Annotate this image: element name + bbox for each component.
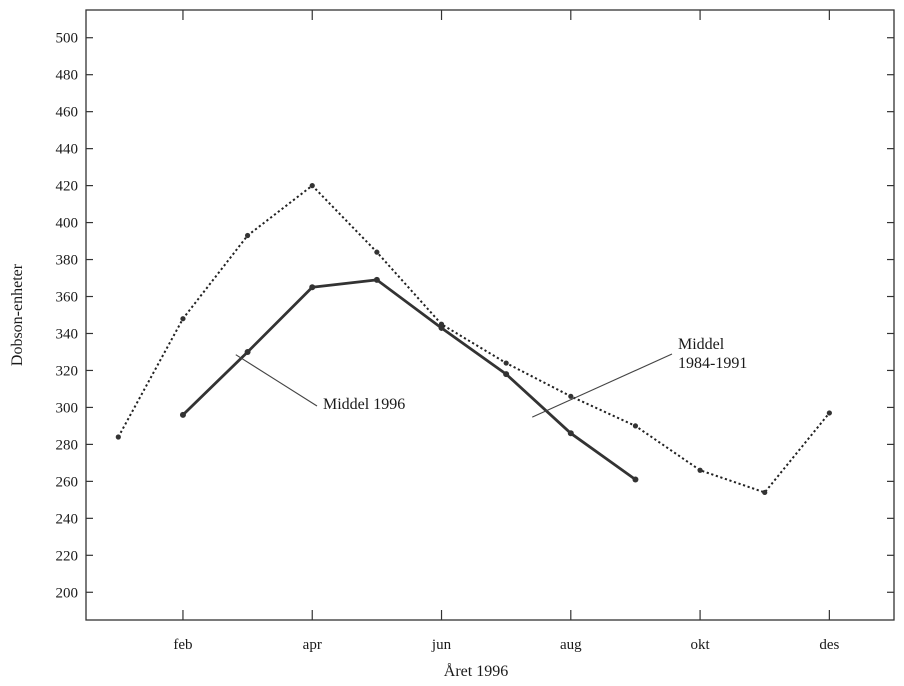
data-point: [632, 423, 639, 429]
annotation-line: 1984-1991: [678, 355, 747, 372]
x-tick-label: feb: [173, 637, 192, 653]
data-point: [180, 316, 186, 322]
x-tick-label: aug: [560, 637, 582, 653]
data-point: [115, 434, 121, 440]
y-tick-label: 440: [56, 142, 79, 158]
data-point: [179, 411, 186, 418]
series-label-1996: Middel 1996: [323, 396, 405, 413]
y-tick-label: 360: [56, 290, 79, 306]
y-tick-label: 240: [56, 511, 79, 527]
y-tick-label: 260: [56, 474, 79, 490]
y-axis-title: Dobson-enheter: [9, 263, 26, 366]
y-axis: 200 220 240 260 280 300 320 340 360 380 400 420 440 4…: [56, 31, 894, 601]
x-tick-label: okt: [690, 637, 710, 653]
series-line: [117, 184, 831, 494]
series-label-1984-1991: Middel 1984-1991: [678, 336, 747, 372]
y-tick-label: 380: [56, 253, 79, 269]
series-layer: [115, 183, 832, 496]
data-point: [762, 489, 768, 496]
data-point: [567, 430, 574, 437]
y-tick-label: 480: [56, 68, 79, 84]
x-tick-label: des: [819, 637, 839, 653]
data-point: [244, 348, 251, 355]
annotation-layer: Middel 1996 Middel 1984-1991: [235, 336, 747, 418]
x-tick-label: apr: [303, 637, 322, 653]
y-tick-label: 280: [56, 437, 79, 453]
data-point: [309, 284, 316, 291]
annotation-leader: [235, 354, 318, 407]
y-tick-label: 340: [56, 326, 79, 342]
data-point: [309, 183, 315, 189]
annotation-leader: [532, 353, 673, 418]
data-point: [568, 393, 574, 399]
y-tick-label: 320: [56, 363, 79, 379]
x-tick-label: jun: [431, 637, 452, 653]
data-point: [374, 249, 380, 255]
y-tick-label: 420: [56, 179, 79, 195]
plot-frame: [85, 9, 895, 621]
series-line: [181, 278, 637, 481]
data-point: [373, 276, 380, 283]
data-point: [632, 476, 639, 483]
y-tick-label: 460: [56, 105, 79, 121]
data-point: [826, 410, 832, 416]
x-axis: feb apr jun aug okt des: [173, 10, 840, 653]
y-tick-label: 220: [56, 548, 79, 564]
data-point: [245, 232, 251, 239]
data-point: [503, 371, 510, 378]
data-point: [503, 360, 509, 366]
y-tick-label: 200: [56, 585, 79, 601]
x-axis-title: Året 1996: [444, 662, 508, 680]
y-tick-label: 500: [56, 31, 79, 47]
data-point: [697, 467, 703, 473]
annotation-line: Middel: [678, 336, 725, 353]
data-point: [438, 321, 445, 327]
data-point: [438, 324, 445, 331]
y-tick-label: 400: [56, 216, 79, 232]
y-tick-label: 300: [56, 400, 79, 416]
